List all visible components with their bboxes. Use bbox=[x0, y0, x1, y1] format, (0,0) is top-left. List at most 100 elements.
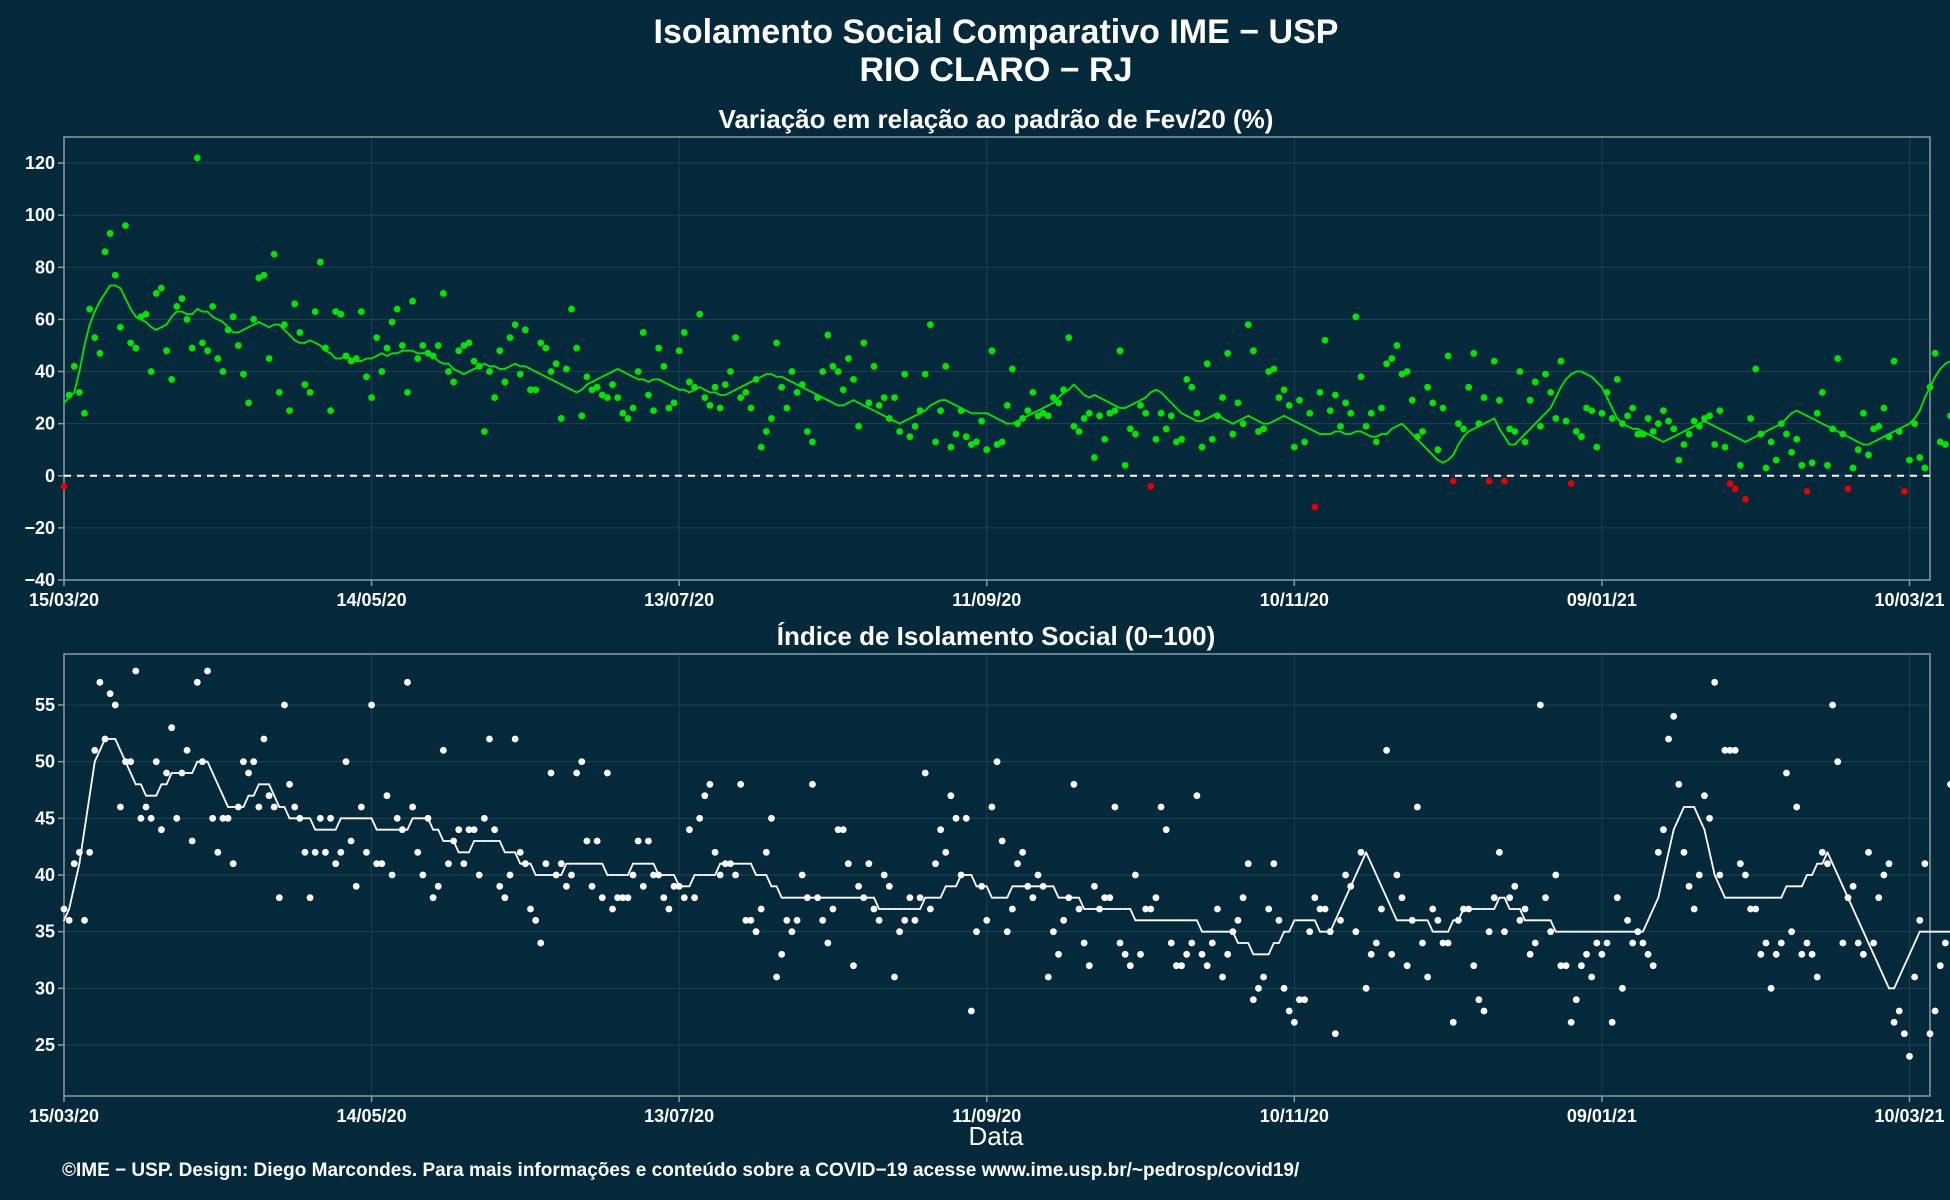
moving-average-segment bbox=[662, 381, 670, 386]
data-point bbox=[1465, 905, 1473, 913]
y-tick-label: 120 bbox=[25, 153, 55, 173]
moving-average-segment bbox=[585, 381, 593, 386]
moving-average-segment bbox=[1190, 417, 1198, 422]
moving-average-segment bbox=[93, 749, 101, 763]
data-point bbox=[240, 370, 247, 378]
data-point bbox=[1044, 412, 1052, 420]
data-point bbox=[142, 803, 150, 811]
moving-average-segment bbox=[729, 388, 737, 394]
moving-average-segment bbox=[1667, 435, 1675, 441]
data-point bbox=[829, 362, 837, 370]
data-point bbox=[762, 848, 770, 856]
data-point bbox=[650, 407, 657, 415]
data-point bbox=[568, 871, 575, 879]
data-point bbox=[388, 318, 396, 326]
moving-average-segment bbox=[1498, 427, 1506, 438]
moving-average-segment bbox=[1267, 942, 1275, 956]
data-point bbox=[1736, 461, 1744, 469]
data-point bbox=[814, 894, 821, 902]
moving-average-segment bbox=[1939, 362, 1947, 370]
data-point bbox=[1690, 905, 1698, 913]
data-point bbox=[1331, 391, 1339, 399]
data-point bbox=[798, 871, 806, 879]
data-point bbox=[865, 860, 873, 868]
moving-average-segment bbox=[514, 851, 522, 865]
data-point bbox=[1516, 368, 1524, 375]
data-point bbox=[1572, 428, 1580, 435]
data-point bbox=[1208, 435, 1216, 443]
data-point bbox=[1603, 388, 1611, 396]
data-point bbox=[147, 814, 155, 822]
moving-average-segment bbox=[196, 308, 204, 313]
data-point bbox=[291, 803, 299, 811]
moving-average-segment bbox=[63, 396, 71, 404]
data-point bbox=[101, 735, 109, 743]
x-tick-label: 15/03/20 bbox=[29, 1106, 99, 1126]
data-point bbox=[1126, 425, 1134, 433]
data-point bbox=[1347, 409, 1355, 417]
data-point bbox=[1716, 407, 1724, 415]
data-point bbox=[1383, 360, 1391, 368]
moving-average-segment bbox=[1175, 407, 1183, 415]
moving-average-segment bbox=[211, 772, 219, 786]
data-point bbox=[1629, 404, 1637, 412]
moving-average-segment bbox=[1708, 422, 1716, 428]
moving-average-segment bbox=[1390, 425, 1398, 430]
data-point bbox=[1736, 860, 1744, 868]
data-point bbox=[655, 344, 663, 352]
moving-average-segment bbox=[1898, 964, 1906, 978]
data-point bbox=[1890, 357, 1898, 365]
data-point bbox=[967, 1007, 975, 1015]
x-tick-label: 11/09/20 bbox=[952, 1106, 1021, 1126]
data-point bbox=[557, 860, 565, 868]
moving-average-segment bbox=[1518, 433, 1526, 441]
data-point bbox=[260, 271, 268, 279]
data-point bbox=[1649, 962, 1657, 970]
data-point bbox=[178, 295, 186, 302]
moving-average-segment bbox=[1657, 874, 1665, 899]
moving-average-segment bbox=[539, 373, 547, 378]
moving-average-segment bbox=[88, 310, 96, 326]
data-point bbox=[1675, 780, 1683, 788]
moving-average-segment bbox=[1749, 435, 1757, 441]
data-point bbox=[1429, 399, 1437, 407]
moving-average-segment bbox=[1447, 919, 1455, 933]
data-point bbox=[1255, 984, 1262, 992]
moving-average-segment bbox=[739, 383, 747, 389]
data-point bbox=[1936, 962, 1944, 970]
data-point bbox=[1224, 950, 1232, 958]
moving-average-segment bbox=[560, 383, 568, 389]
moving-average-segment bbox=[1165, 396, 1173, 404]
data-point bbox=[696, 814, 704, 822]
data-point bbox=[747, 916, 755, 924]
moving-average-segment bbox=[1067, 383, 1075, 391]
data-point bbox=[1747, 415, 1754, 422]
moving-average-segment bbox=[642, 378, 650, 383]
data-point bbox=[665, 404, 673, 412]
moving-average-segment bbox=[1083, 394, 1091, 399]
data-point bbox=[1260, 425, 1267, 433]
moving-average-segment bbox=[1001, 420, 1009, 425]
data-point bbox=[860, 894, 868, 902]
data-point bbox=[1301, 438, 1308, 446]
data-point bbox=[1947, 780, 1950, 788]
data-point bbox=[1142, 905, 1150, 913]
data-point bbox=[1665, 735, 1672, 743]
moving-average-segment bbox=[1688, 425, 1696, 430]
data-point bbox=[1214, 412, 1221, 420]
data-point bbox=[619, 894, 627, 902]
moving-average-segment bbox=[1093, 394, 1101, 399]
data-point bbox=[701, 394, 709, 401]
data-point bbox=[1475, 420, 1483, 428]
data-point bbox=[275, 894, 283, 902]
data-point bbox=[1844, 894, 1852, 902]
data-point bbox=[1598, 950, 1606, 958]
data-point bbox=[1818, 388, 1826, 396]
data-point bbox=[424, 349, 432, 357]
data-point bbox=[1352, 928, 1360, 936]
data-point bbox=[1419, 939, 1426, 947]
moving-average-segment bbox=[924, 404, 932, 412]
data-point bbox=[1306, 409, 1314, 417]
data-point bbox=[316, 258, 324, 266]
data-point bbox=[1311, 894, 1319, 902]
